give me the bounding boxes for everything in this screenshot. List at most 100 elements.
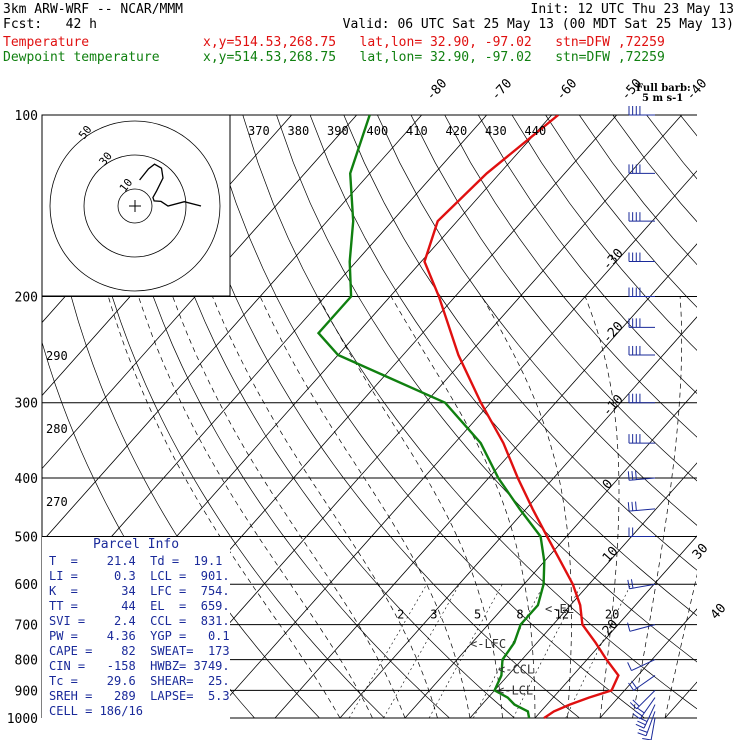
- parcel-info-row: LI = 0.3 LCL = 901.: [49, 569, 230, 583]
- dewpoint-location-info: x,y=514.53,268.75 lat,lon= 32.90, -97.02…: [203, 50, 665, 65]
- isotherm-label: 30: [690, 541, 712, 563]
- pressure-tick-label: 500: [15, 530, 38, 545]
- wind-barb-flag: [627, 662, 632, 671]
- theta-label: 400: [367, 124, 389, 138]
- isotherm-label: -20: [600, 319, 627, 346]
- wind-barb: [628, 287, 655, 298]
- pressure-tick-label: 200: [15, 291, 38, 306]
- wind-barb-staff: [633, 675, 656, 691]
- wind-barb: [628, 434, 655, 444]
- wind-barb: [637, 711, 656, 737]
- parcel-info-row: T = 21.4 Td = 19.1: [49, 554, 223, 568]
- isotherm-label: -80: [423, 76, 450, 103]
- mixing-ratio-label: 20: [605, 608, 619, 622]
- temperature-legend-label: Temperature: [3, 35, 90, 50]
- wind-barb-flag: [627, 471, 630, 481]
- isotherm-line: [144, 115, 682, 719]
- isotherm-label: -30: [600, 246, 627, 273]
- dry-adiabat-line: [309, 115, 697, 617]
- mixing-ratio-label: 5: [474, 608, 481, 622]
- wind-barb-flag: [627, 502, 630, 512]
- mixing-ratio-label: 2: [397, 608, 404, 622]
- dry-adiabat-line: [242, 115, 697, 710]
- mixing-ratio-line: [565, 584, 632, 719]
- isotherm-line: [42, 115, 487, 616]
- wind-barb-flag: [627, 622, 631, 632]
- dry-adiabat-line: [175, 115, 580, 719]
- wind-barb-staff: [629, 624, 656, 632]
- wind-barb-flag: [635, 470, 637, 480]
- skewt-grid: [42, 115, 740, 719]
- pressure-tick-label: 1000: [7, 712, 38, 727]
- dry-adiabat-line: [208, 115, 645, 719]
- isotherm-line: [209, 170, 697, 719]
- isotherm-label: 0: [600, 477, 616, 493]
- isotherm-line: [664, 681, 697, 719]
- wind-barb: [627, 622, 656, 632]
- parcel-info-row: PW = 4.36 YGP = 0.1: [49, 629, 230, 643]
- moist-adiabat-line: [481, 296, 572, 719]
- wind-barb: [628, 164, 655, 174]
- wind-barb: [628, 527, 655, 537]
- wind-barbs: [627, 106, 656, 740]
- temperature-profile: [423, 115, 620, 719]
- wind-barb: [627, 470, 656, 481]
- dry-adiabat-line: [141, 115, 515, 719]
- wind-barb-staff: [631, 659, 656, 672]
- isotherm-label: -70: [488, 76, 515, 103]
- pressure-tick-label: 900: [15, 684, 38, 699]
- parcel-level-marker: <-LFC: [470, 637, 506, 651]
- moist-adiabat-line: [584, 296, 620, 719]
- parcel-level-marker: <-CCL: [498, 663, 534, 677]
- dry-adiabat-line: [74, 115, 385, 719]
- wind-barb: [635, 704, 656, 729]
- barb-legend-line1: Full barb:: [636, 83, 691, 94]
- model-title: 3km ARW-WRF -- NCAR/MMM: [3, 2, 184, 17]
- parcel-info-row: K = 34 LFC = 754.: [49, 584, 230, 598]
- isotherm-line: [599, 608, 697, 719]
- wind-barb-flag: [637, 720, 646, 726]
- header: 3km ARW-WRF -- NCAR/MMM Init: 12 UTC Thu…: [0, 0, 740, 70]
- dry-adiabat-line: [410, 115, 697, 482]
- isotherm-label: 10: [600, 544, 622, 566]
- dry-adiabat-line: [107, 115, 450, 719]
- theta-label: 430: [485, 124, 507, 138]
- wind-barb: [628, 675, 656, 691]
- isotherm-label: -10: [600, 392, 627, 419]
- wind-barb-staff: [629, 508, 656, 512]
- temperature-location-info: x,y=514.53,268.75 lat,lon= 32.90, -97.02…: [203, 35, 665, 50]
- wind-barb-flag: [631, 501, 634, 511]
- isotherm-line: [339, 316, 697, 719]
- wind-barb-flag: [630, 579, 634, 589]
- parcel-info-row: CAPE = 82 SWEAT= 173: [49, 644, 230, 658]
- wind-barb-flag: [628, 682, 635, 691]
- parcel-info-rows: T = 21.4 Td = 19.1 LI = 0.3 LCL = 901. K =…: [42, 554, 230, 719]
- parcel-info-row: SVI = 2.4 CCL = 831.: [49, 614, 230, 628]
- dry-adiabat-line: [646, 115, 697, 180]
- wind-barb: [628, 318, 655, 328]
- hodograph-ring: [49, 120, 221, 292]
- mixing-ratio-label: 12: [555, 608, 569, 622]
- wind-barb-staff: [629, 477, 656, 481]
- mixing-ratio-label: 8: [516, 608, 523, 622]
- wind-barb-staff: [650, 717, 656, 740]
- theta-label: 440: [525, 124, 547, 138]
- dry-adiabat-line: [477, 115, 697, 394]
- dry-adiabat-line: [714, 115, 740, 718]
- wind-barb-flag: [637, 732, 647, 737]
- parcel-info-row: Tc = 29.6 SHEAR= 25.: [49, 674, 230, 688]
- wind-barb-flag: [635, 723, 645, 729]
- parcel-level-marker: <-LCL: [497, 684, 533, 698]
- barb-legend-line2: 5 m s-1: [642, 93, 684, 104]
- mixing-ratio-line: [383, 584, 460, 719]
- pressure-tick-label: 700: [15, 619, 38, 634]
- hodograph-trace: [139, 163, 202, 207]
- wind-barb-flag: [632, 699, 640, 707]
- moist-adiabat-line: [212, 296, 438, 719]
- hodograph-ring-label: 50: [76, 123, 94, 141]
- pressure-tick-label: 100: [15, 109, 38, 124]
- isotherm-line: [274, 243, 697, 719]
- theta-label: 390: [327, 124, 349, 138]
- theta-label: 370: [248, 124, 270, 138]
